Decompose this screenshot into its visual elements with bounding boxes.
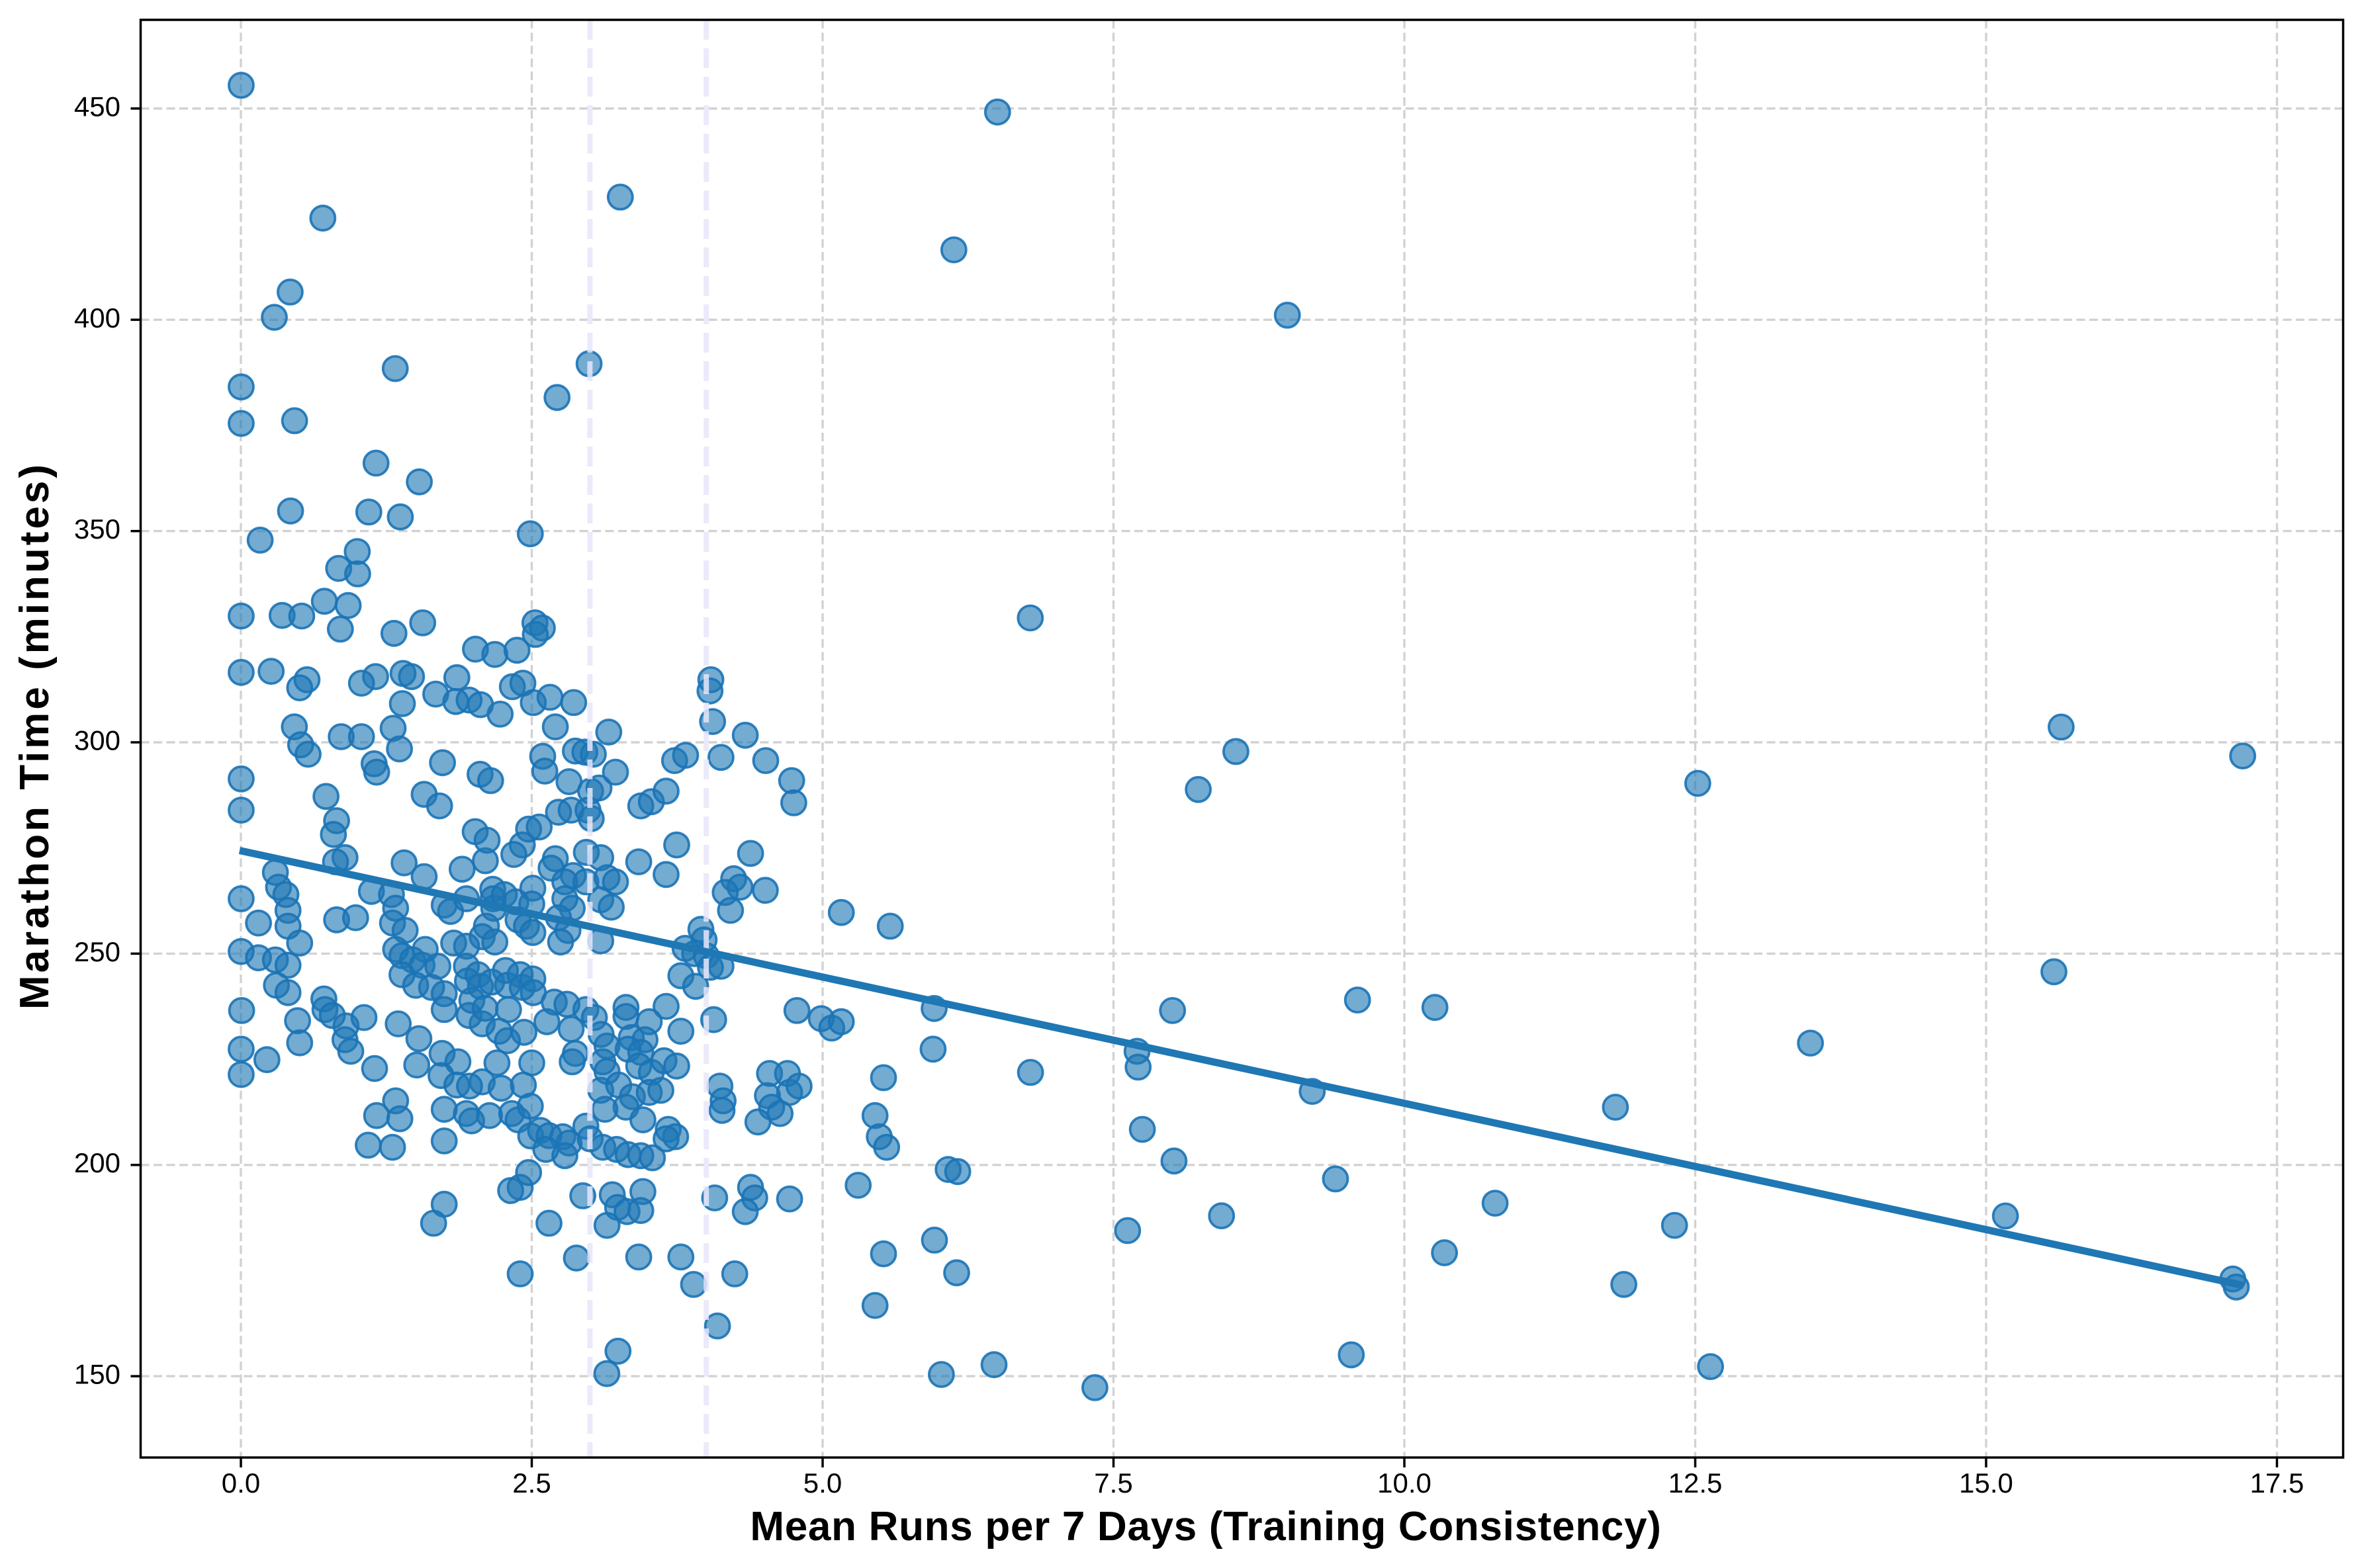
svg-text:5.0: 5.0 (803, 1467, 842, 1499)
svg-text:17.5: 17.5 (2250, 1467, 2304, 1499)
svg-text:150: 150 (74, 1359, 120, 1390)
svg-text:12.5: 12.5 (1668, 1467, 1723, 1499)
svg-text:400: 400 (74, 302, 120, 333)
svg-text:300: 300 (74, 725, 120, 756)
svg-text:200: 200 (74, 1147, 120, 1178)
svg-text:450: 450 (74, 91, 120, 122)
svg-text:10.0: 10.0 (1377, 1467, 1431, 1499)
svg-text:7.5: 7.5 (1094, 1467, 1132, 1499)
svg-text:0.0: 0.0 (222, 1467, 260, 1499)
svg-text:250: 250 (74, 936, 120, 967)
svg-text:Mean Runs per 7 Days (Training: Mean Runs per 7 Days (Training Consisten… (750, 1504, 1661, 1549)
svg-text:Marathon Time (minutes): Marathon Time (minutes) (12, 462, 58, 1010)
svg-text:15.0: 15.0 (1959, 1467, 2013, 1499)
svg-text:350: 350 (74, 513, 120, 544)
svg-text:2.5: 2.5 (512, 1467, 551, 1499)
